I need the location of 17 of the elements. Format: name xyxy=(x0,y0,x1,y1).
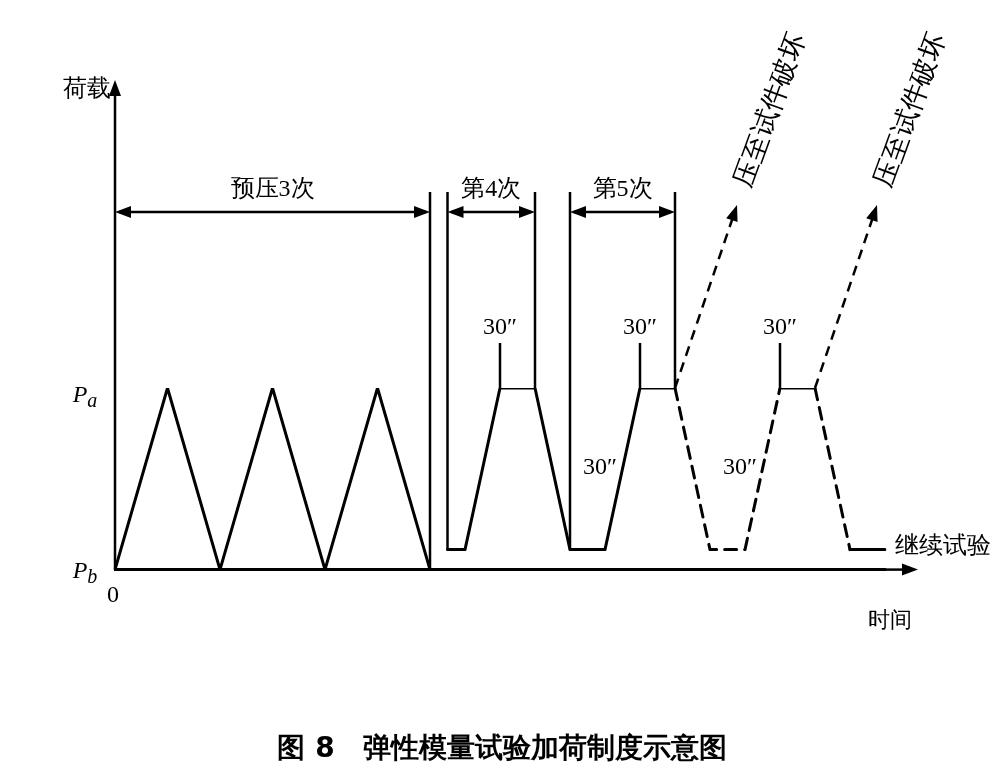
text: 压至试件破坏 xyxy=(727,28,812,192)
annotation: 30″ xyxy=(723,453,757,479)
text: 预压3次 xyxy=(230,175,315,201)
text: 荷载 xyxy=(63,75,111,101)
text: 压至试件破坏 xyxy=(867,28,952,192)
text: P$_{b}$ xyxy=(72,556,98,587)
text: 30″ xyxy=(483,313,517,339)
text: 图 8 弹性模量试验加荷制度示意图 xyxy=(277,731,727,764)
x-axis-title: 时间 xyxy=(868,607,912,632)
text: 0 xyxy=(107,580,119,607)
text: 30″ xyxy=(623,313,657,339)
text: P$_{a}$ xyxy=(72,380,98,412)
text: 第4次 xyxy=(461,175,522,201)
text: 第5次 xyxy=(592,175,653,201)
text: 继续试验 xyxy=(895,532,991,558)
annotation: 30″ xyxy=(583,453,617,479)
text: 30″ xyxy=(763,313,797,339)
